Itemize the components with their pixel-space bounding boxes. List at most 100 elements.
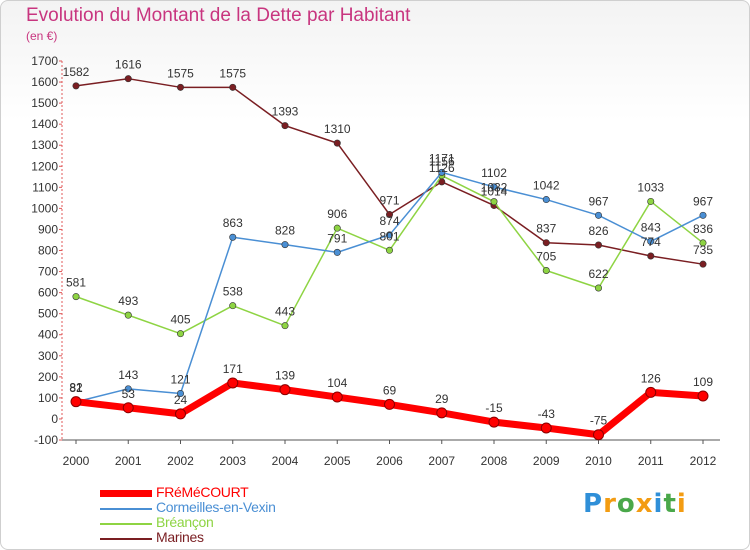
data-label: 1042 [533, 179, 560, 193]
data-label: 109 [693, 375, 713, 389]
logo-letter: i [653, 489, 664, 519]
y-tick-label: 1300 [31, 138, 58, 152]
y-tick-label: 100 [38, 391, 58, 405]
data-point [647, 197, 655, 205]
data-label: 967 [588, 194, 608, 208]
data-point [229, 83, 237, 91]
data-label: 906 [327, 207, 347, 221]
data-point [279, 384, 291, 396]
data-point [438, 168, 446, 176]
legend-swatch [100, 508, 152, 510]
legend-swatch [100, 490, 152, 497]
data-point [697, 390, 709, 402]
data-label: 1575 [167, 66, 194, 80]
data-point [593, 429, 604, 441]
chart-title: Evolution du Montant de la Dette par Hab… [26, 5, 411, 26]
data-label: -75 [590, 414, 608, 428]
y-tick-label: -100 [34, 433, 58, 447]
data-label: 143 [118, 368, 138, 382]
x-tick-label: 2004 [272, 454, 299, 468]
data-point [124, 385, 132, 393]
data-label: 53 [122, 387, 136, 401]
data-label: 801 [379, 229, 399, 243]
data-point [436, 407, 448, 419]
proxiti-logo: Proxiti [583, 489, 687, 519]
logo-letter: r [603, 489, 617, 519]
data-point [488, 416, 500, 428]
data-label: 837 [536, 222, 556, 236]
data-point [699, 211, 707, 219]
data-label: 581 [66, 276, 86, 290]
data-point [281, 322, 289, 330]
data-label: 735 [693, 243, 713, 257]
legend-swatch [100, 538, 152, 540]
data-label: 1102 [481, 166, 507, 180]
y-tick-label: 1500 [31, 96, 58, 110]
y-tick-label: 700 [38, 265, 58, 279]
data-point [490, 198, 498, 206]
x-tick-label: 2006 [376, 454, 403, 468]
data-label: 1014 [481, 184, 508, 198]
logo-letter: P [583, 489, 604, 519]
data-point [542, 196, 550, 204]
y-tick-label: 300 [38, 349, 58, 363]
x-tick-label: 2005 [324, 454, 351, 468]
data-point [542, 239, 550, 247]
data-label: 405 [170, 313, 190, 327]
x-tick-label: 2002 [167, 454, 194, 468]
data-label: 69 [383, 383, 397, 397]
data-label: 971 [379, 193, 399, 207]
data-label: 874 [379, 214, 399, 228]
data-point [699, 260, 707, 268]
x-tick-label: 2003 [219, 454, 246, 468]
data-point [384, 398, 395, 410]
x-tick-label: 2000 [63, 454, 90, 468]
data-point [124, 311, 132, 319]
y-tick-label: 1700 [31, 54, 58, 68]
data-point [645, 386, 657, 398]
data-point [385, 210, 393, 218]
y-tick-label: 200 [38, 370, 58, 384]
data-label: 863 [223, 216, 243, 230]
y-tick-label: 1600 [31, 75, 58, 89]
data-label: 836 [693, 222, 713, 236]
y-tick-label: 800 [38, 244, 58, 258]
data-point [227, 377, 239, 389]
data-label: 1033 [637, 180, 664, 194]
data-point [333, 224, 341, 232]
data-point [385, 231, 393, 239]
data-label: 24 [174, 393, 188, 407]
data-label: 29 [435, 392, 449, 406]
data-label: 1310 [324, 122, 351, 136]
data-point [647, 252, 655, 260]
data-label: 826 [588, 224, 608, 238]
data-point [177, 83, 185, 91]
data-label: 1575 [219, 66, 246, 80]
logo-letter: x [635, 489, 654, 519]
data-label: 1171 [429, 151, 455, 165]
data-label: 1616 [115, 58, 142, 72]
x-tick-label: 2009 [533, 454, 560, 468]
y-tick-label: 500 [38, 307, 58, 321]
data-label: 104 [327, 376, 347, 390]
x-tick-label: 2012 [690, 454, 717, 468]
data-label: 622 [588, 267, 608, 281]
data-point [490, 183, 498, 191]
data-label: 139 [275, 369, 295, 383]
y-tick-label: 1100 [32, 180, 58, 194]
x-tick-label: 2001 [115, 454, 142, 468]
y-tick-label: 600 [38, 286, 58, 300]
data-label: 1393 [272, 105, 299, 119]
data-label: 126 [641, 371, 661, 385]
data-label: -15 [485, 401, 503, 415]
data-point [594, 241, 602, 249]
y-tick-label: 1200 [31, 159, 58, 173]
data-point [385, 246, 393, 254]
y-tick-label: 1000 [31, 201, 58, 215]
logo-letter: o [616, 489, 636, 519]
data-point [229, 233, 237, 241]
data-label: 1032 [481, 181, 508, 195]
data-point [72, 293, 80, 301]
data-point [72, 82, 80, 90]
